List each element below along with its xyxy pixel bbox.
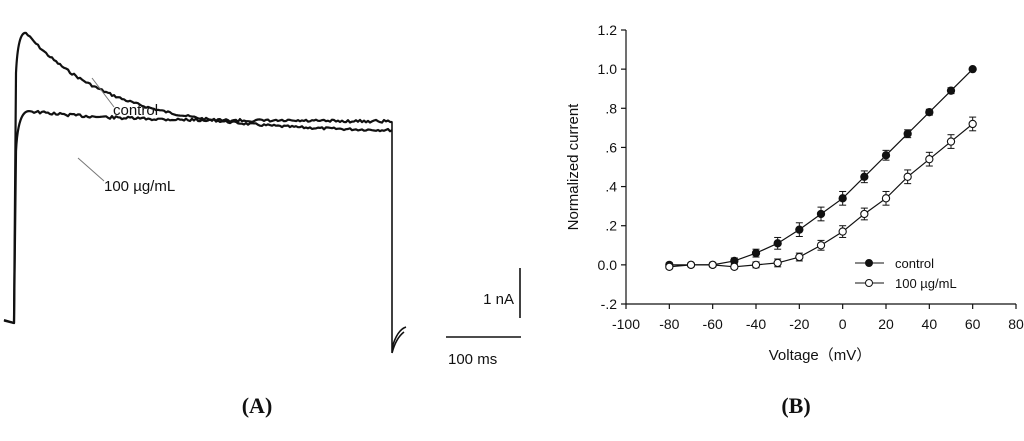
data-point [838,194,847,203]
y-tick-label: -.2 [601,296,618,312]
data-point [838,227,847,236]
data-point [795,252,804,262]
data-point [816,209,826,219]
data-point [730,262,739,271]
time-scale-label: 100 ms [448,351,497,368]
tail-current-lines [391,121,407,354]
drug-current-trace [3,109,393,325]
panel-b-label: (B) [781,393,810,418]
panel-a-label: (A) [242,393,273,418]
series-drug [665,116,977,271]
data-point [968,64,977,74]
x-tick-label: -100 [612,316,640,332]
y-axis-label: Normalized current [565,103,582,231]
data-point [925,155,934,164]
data-point [903,172,912,181]
legend-drug-label: 100 µg/mL [895,276,957,291]
data-point [860,172,869,181]
x-tick-label: -20 [789,316,809,332]
x-tick-label: -60 [703,316,723,332]
data-point [795,225,804,234]
y-tick-label: .8 [605,100,617,116]
data-point [751,248,761,258]
data-point [946,86,956,95]
data-point [925,108,934,117]
panel-a-current-traces: control 100 µg/mL 1 nA 100 ms (A) [3,31,521,418]
data-point [968,119,977,129]
legend-drug-marker [865,279,873,287]
x-tick-label: 20 [878,316,894,332]
drug-trace-label: 100 µg/mL [104,178,175,195]
y-tick-label: 1.0 [598,61,618,77]
data-point [860,209,869,219]
legend-control-marker [865,259,873,267]
data-point [773,258,782,268]
data-point [665,262,674,271]
drug-label-leader [77,157,105,182]
data-point [816,241,826,250]
control-trace-label: control [113,102,158,119]
panel-b-iv-plot: -.2 0.0 .2 .4 .6 .8 1.0 1.2 -100 -80 -60 -40 -20 0 20… [565,22,1024,418]
current-scale-label: 1 nA [483,291,514,308]
control-current-trace [3,31,393,325]
data-point [686,260,696,270]
data-point [708,260,717,270]
x-tick-label: -40 [746,316,766,332]
x-tick-label: 0 [839,316,847,332]
y-tick-label: .4 [605,179,617,195]
x-tick-label: 40 [922,316,938,332]
data-point [881,151,891,160]
legend-control-label: control [895,256,934,271]
series-line [669,68,974,266]
legend: control 100 µg/mL [855,256,957,291]
data-point [903,129,912,138]
x-tick-label: -80 [659,316,679,332]
data-point [881,194,891,203]
series-control [665,64,977,270]
y-tick-label: 1.2 [598,22,618,38]
x-axis-label: Voltage（mV） [769,347,872,364]
control-label-leader [91,77,115,108]
y-tick-label: .2 [605,218,617,234]
x-tick-label: 60 [965,316,981,332]
data-point [751,260,761,270]
y-tick-label: .6 [605,139,617,155]
x-tick-label: 80 [1008,316,1024,332]
data-point [773,239,782,248]
data-point [946,137,956,146]
y-tick-label: 0.0 [598,257,618,273]
